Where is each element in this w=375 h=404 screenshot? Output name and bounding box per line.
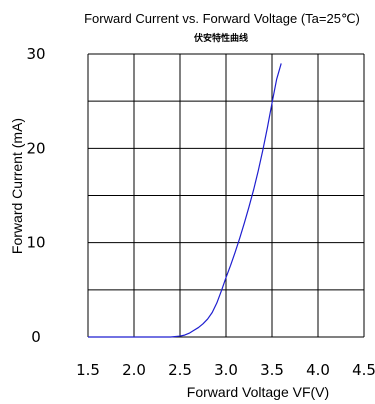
x-axis-label: Forward Voltage VF(V) <box>187 384 329 400</box>
y-tick-label: 20 <box>26 139 45 157</box>
y-tick-label: 0 <box>31 328 41 346</box>
x-tick-label: 1.5 <box>76 361 100 379</box>
series-layer <box>88 63 282 338</box>
x-tick-label: 2.0 <box>122 361 146 379</box>
x-axis-ticks: 1.5 2.0 2.5 3.0 3.5 4.0 4.5 <box>76 361 375 379</box>
chart-title: Forward Current vs. Forward Voltage (Ta=… <box>84 11 360 26</box>
y-axis-ticks: 0 10 20 30 <box>26 45 45 346</box>
x-tick-label: 2.5 <box>168 361 192 379</box>
y-tick-label: 10 <box>26 234 45 252</box>
x-tick-label: 4.0 <box>306 361 330 379</box>
x-tick-label: 3.5 <box>260 361 284 379</box>
series-line <box>88 63 282 338</box>
y-axis-label: Forward Current (mA) <box>9 118 25 254</box>
grid <box>87 53 365 338</box>
chart-subtitle: 伏安特性曲线 <box>194 32 248 44</box>
x-tick-label: 4.5 <box>352 361 375 379</box>
x-tick-label: 3.0 <box>214 361 238 379</box>
y-tick-label: 30 <box>26 45 45 63</box>
